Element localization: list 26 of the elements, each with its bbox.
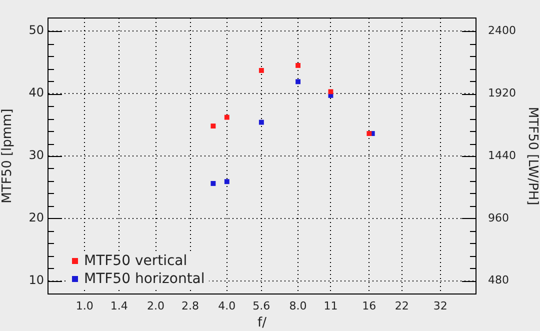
x-tick-label: 32 xyxy=(433,299,448,312)
x-tick-label: 1.0 xyxy=(76,299,94,312)
y-tick-label: 50 xyxy=(28,23,44,38)
y-tick-label: 40 xyxy=(28,86,44,100)
y2-tick-label: 1920 xyxy=(488,86,516,100)
legend-label: MTF50 vertical xyxy=(84,252,188,270)
x-tick-label: 16 xyxy=(362,299,376,312)
y2-tick-label: 960 xyxy=(488,211,509,224)
x-tick-label: 5.6 xyxy=(252,299,270,312)
x-tick-label: 1.4 xyxy=(110,299,128,312)
x-tick-label: 11 xyxy=(324,299,338,312)
y2-tick-label: 1440 xyxy=(488,148,516,162)
x-tick-label: 4.0 xyxy=(218,299,236,312)
y-axis-title: MTF50 [lpmm] xyxy=(0,108,16,204)
x-axis-title: f/ xyxy=(258,316,268,331)
x-tick-label: 2.8 xyxy=(182,299,200,312)
y2-tick-label: 480 xyxy=(488,274,509,287)
y-tick-label: 10 xyxy=(28,273,44,288)
x-tick-label: 22 xyxy=(394,299,409,312)
x-tick-label: 8.0 xyxy=(289,299,307,312)
y2-tick-label: 2400 xyxy=(488,24,516,37)
y2-axis-title: MTF50 [LW/PH] xyxy=(524,106,540,206)
legend-label: MTF50 horizontal xyxy=(84,270,205,288)
y-tick-label: 30 xyxy=(28,148,44,162)
x-tick-label: 2.0 xyxy=(147,299,164,312)
y-tick-label: 20 xyxy=(28,210,44,225)
